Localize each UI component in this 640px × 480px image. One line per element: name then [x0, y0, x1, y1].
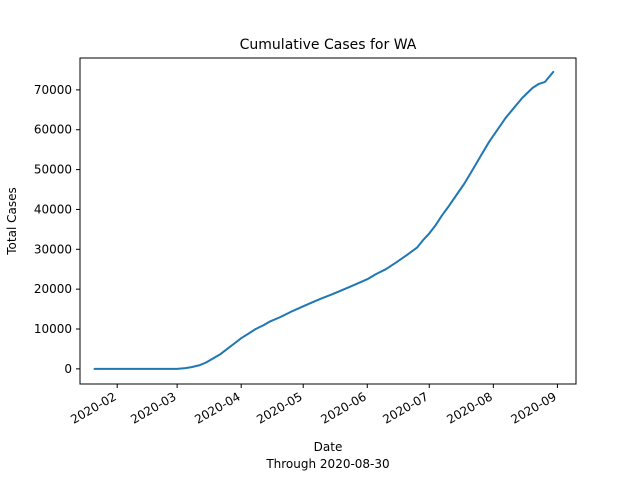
x-tick-label: 2020-07 [380, 389, 430, 426]
x-tick-label: 2020-09 [508, 389, 558, 426]
series-group [93, 70, 555, 370]
y-axis: 0 10000 20000 30000 40000 50000 60000 70000 [34, 83, 80, 376]
y-axis-label: Total Cases [5, 187, 19, 255]
y-tick-label: 20000 [34, 282, 72, 296]
y-tick-label: 30000 [34, 242, 72, 256]
y-tick-label: 70000 [34, 83, 72, 97]
chart-title: Cumulative Cases for WA [240, 37, 417, 53]
x-tick-label: 2020-03 [128, 389, 178, 426]
x-tick-label: 2020-04 [192, 389, 242, 426]
y-tick-label: 60000 [34, 123, 72, 137]
x-tick-label: 2020-05 [254, 389, 304, 426]
x-tick-label: 2020-02 [68, 389, 118, 426]
x-tick-label: 2020-08 [444, 389, 494, 426]
x-axis-label: Date [314, 440, 343, 454]
y-tick-label: 40000 [34, 202, 72, 216]
y-tick-label: 10000 [34, 322, 72, 336]
x-axis: 2020-02 2020-03 2020-04 2020-05 2020-06 2020-… [68, 384, 559, 427]
cumulative-cases-line [93, 70, 555, 370]
y-tick-label: 0 [64, 362, 72, 376]
x-tick-label: 2020-06 [318, 389, 368, 426]
x-axis-note: Through 2020-08-30 [265, 457, 389, 471]
plot-area-frame [79, 57, 577, 385]
y-tick-label: 50000 [34, 163, 72, 177]
